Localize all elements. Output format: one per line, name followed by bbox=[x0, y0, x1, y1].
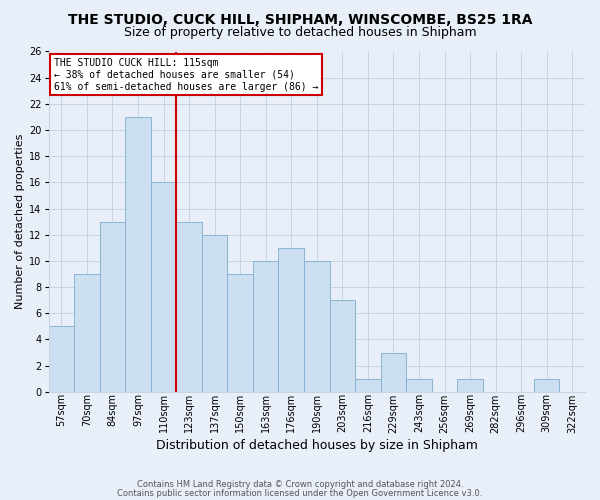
Bar bbox=[380, 352, 406, 392]
Bar bbox=[304, 261, 329, 392]
Bar bbox=[534, 378, 559, 392]
Bar bbox=[202, 234, 227, 392]
Bar bbox=[227, 274, 253, 392]
Text: THE STUDIO, CUCK HILL, SHIPHAM, WINSCOMBE, BS25 1RA: THE STUDIO, CUCK HILL, SHIPHAM, WINSCOMB… bbox=[68, 12, 532, 26]
Bar bbox=[125, 117, 151, 392]
X-axis label: Distribution of detached houses by size in Shipham: Distribution of detached houses by size … bbox=[156, 440, 478, 452]
Bar bbox=[457, 378, 483, 392]
Y-axis label: Number of detached properties: Number of detached properties bbox=[15, 134, 25, 310]
Text: Contains public sector information licensed under the Open Government Licence v3: Contains public sector information licen… bbox=[118, 488, 482, 498]
Bar bbox=[406, 378, 432, 392]
Bar bbox=[100, 222, 125, 392]
Bar bbox=[253, 261, 278, 392]
Bar bbox=[278, 248, 304, 392]
Text: Size of property relative to detached houses in Shipham: Size of property relative to detached ho… bbox=[124, 26, 476, 39]
Bar bbox=[176, 222, 202, 392]
Bar bbox=[74, 274, 100, 392]
Bar bbox=[151, 182, 176, 392]
Text: Contains HM Land Registry data © Crown copyright and database right 2024.: Contains HM Land Registry data © Crown c… bbox=[137, 480, 463, 489]
Bar bbox=[329, 300, 355, 392]
Text: THE STUDIO CUCK HILL: 115sqm
← 38% of detached houses are smaller (54)
61% of se: THE STUDIO CUCK HILL: 115sqm ← 38% of de… bbox=[54, 58, 319, 92]
Bar bbox=[355, 378, 380, 392]
Bar bbox=[49, 326, 74, 392]
